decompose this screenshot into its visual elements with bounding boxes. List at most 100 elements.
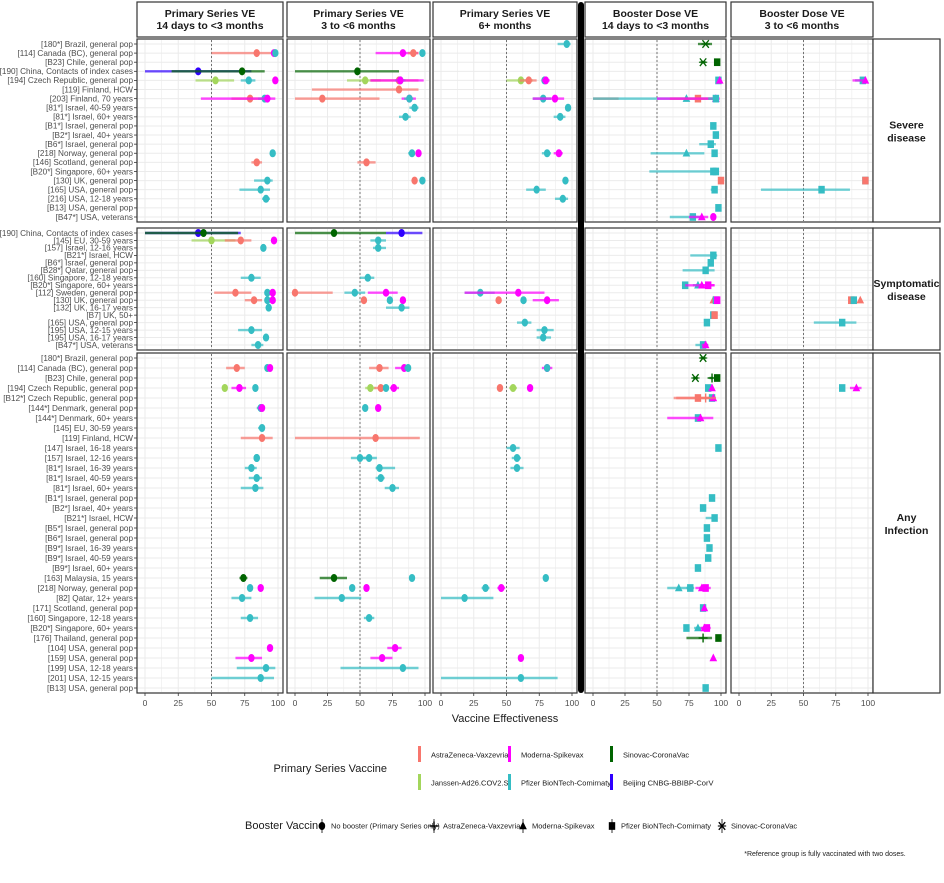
legend-label: Moderna-Spikevax [521,751,584,760]
study-label: [130] UK, general pop [53,176,133,185]
point-estimate [555,149,563,158]
study-label: [218] Norway, general pop [38,149,134,158]
panel-background [286,352,431,694]
study-label: [B13] USA, general pop [47,204,133,213]
x-tick-label: 100 [714,698,728,708]
marks-layer [145,39,870,692]
study-label: [171] Scotland, general pop [33,604,134,613]
point-estimate [402,112,409,121]
point-estimate [496,384,504,392]
point-estimate [862,176,869,185]
study-label: [112] Sweden, general pop [36,289,134,298]
point-estimate [398,303,405,312]
study-label: [199] USA, 12-18 years [48,664,133,673]
panel-background [432,38,578,223]
column-header-title: Booster Dose VE [613,8,698,20]
point-estimate [691,373,700,383]
point-estimate [363,584,370,592]
point-estimate [698,353,708,363]
study-label: [B1*] Israel, general pop [45,122,133,131]
point-estimate [399,296,407,305]
point-estimate [563,40,570,48]
point-estimate [707,259,714,267]
point-estimate [365,454,373,462]
study-label: [119] Finland, HCW [62,85,133,94]
point-estimate [253,454,260,462]
point-estimate [252,484,259,492]
point-estimate [221,384,228,392]
study-label: [B2*] Israel, 40+ years [52,504,133,513]
point-estimate [702,584,709,592]
point-estimate [708,494,716,502]
point-estimate [525,76,532,85]
legend-swatch-bj [610,774,613,790]
point-estimate [378,654,386,662]
point-estimate [330,229,338,237]
x-tick-label: 50 [207,698,217,708]
point-estimate [362,404,369,412]
point-estimate [694,623,702,632]
point-estimate [262,664,270,672]
point-estimate [364,273,371,282]
point-estimate [266,644,274,652]
point-estimate [265,303,272,312]
study-label: [B20*] Singapore, 60+ years [30,281,133,290]
booster-legend-asterisk-icon [717,821,727,831]
point-estimate [269,288,276,297]
point-estimate [330,574,338,582]
booster-legend-plus-icon [429,821,439,831]
x-tick-label: 0 [439,698,444,708]
study-label: [195] USA, 16-17 years [48,333,133,342]
point-estimate [687,584,694,592]
point-estimate [389,484,396,492]
study-label: [B6*] Israel, general pop [45,534,133,543]
point-estimate [262,194,270,203]
point-estimate [245,76,252,85]
legend-swatch-sin [610,746,613,762]
study-label: [B20*] Singapore, 60+ years [30,167,133,176]
study-label: [B9*] Israel, 40-59 years [45,554,133,563]
x-tick-label: 75 [831,698,841,708]
point-estimate [246,614,254,622]
point-estimate [363,158,370,167]
point-estimate [702,684,709,692]
point-estimate [391,644,399,652]
point-estimate [257,584,264,592]
point-estimate [713,296,721,305]
column-header-title: Booster Dose VE [759,8,844,20]
point-estimate [710,122,717,130]
column-header-title: Primary Series VE [460,8,550,20]
point-estimate [495,296,502,305]
point-estimate [705,554,712,562]
column-header-p14 [136,1,284,38]
point-estimate [354,67,361,76]
point-estimate [372,434,379,442]
point-estimate [543,364,551,372]
point-estimate [404,364,412,372]
study-label: [190] China, Contacts of index cases [0,67,133,76]
point-estimate [517,654,525,662]
study-label: [B6*] Israel, general pop [45,259,133,268]
point-estimate [269,296,276,305]
study-label: [B21*] Israel, HCW [64,251,133,260]
point-estimate [246,584,254,592]
study-label: [157] Israel, 12-16 years [45,244,133,253]
study-label: [176] Thailand, general pop [33,634,133,643]
point-estimate [682,148,691,157]
study-label: [165] USA, general pop [48,185,134,194]
study-label: [160] Singapore, 12-18 years [27,614,133,623]
point-estimate [395,85,403,94]
point-estimate [269,149,276,158]
x-tick-label: 25 [323,698,333,708]
point-estimate [517,674,525,682]
point-estimate [377,384,384,392]
column-header-p6 [432,1,578,38]
legend-label: Beijing CNBG-BBIBP-CorV [623,779,713,788]
point-estimate [703,318,711,327]
point-estimate [509,384,517,392]
point-estimate [461,594,468,602]
study-label: [B2*] Israel, 40+ years [52,131,133,140]
point-estimate [338,594,345,602]
